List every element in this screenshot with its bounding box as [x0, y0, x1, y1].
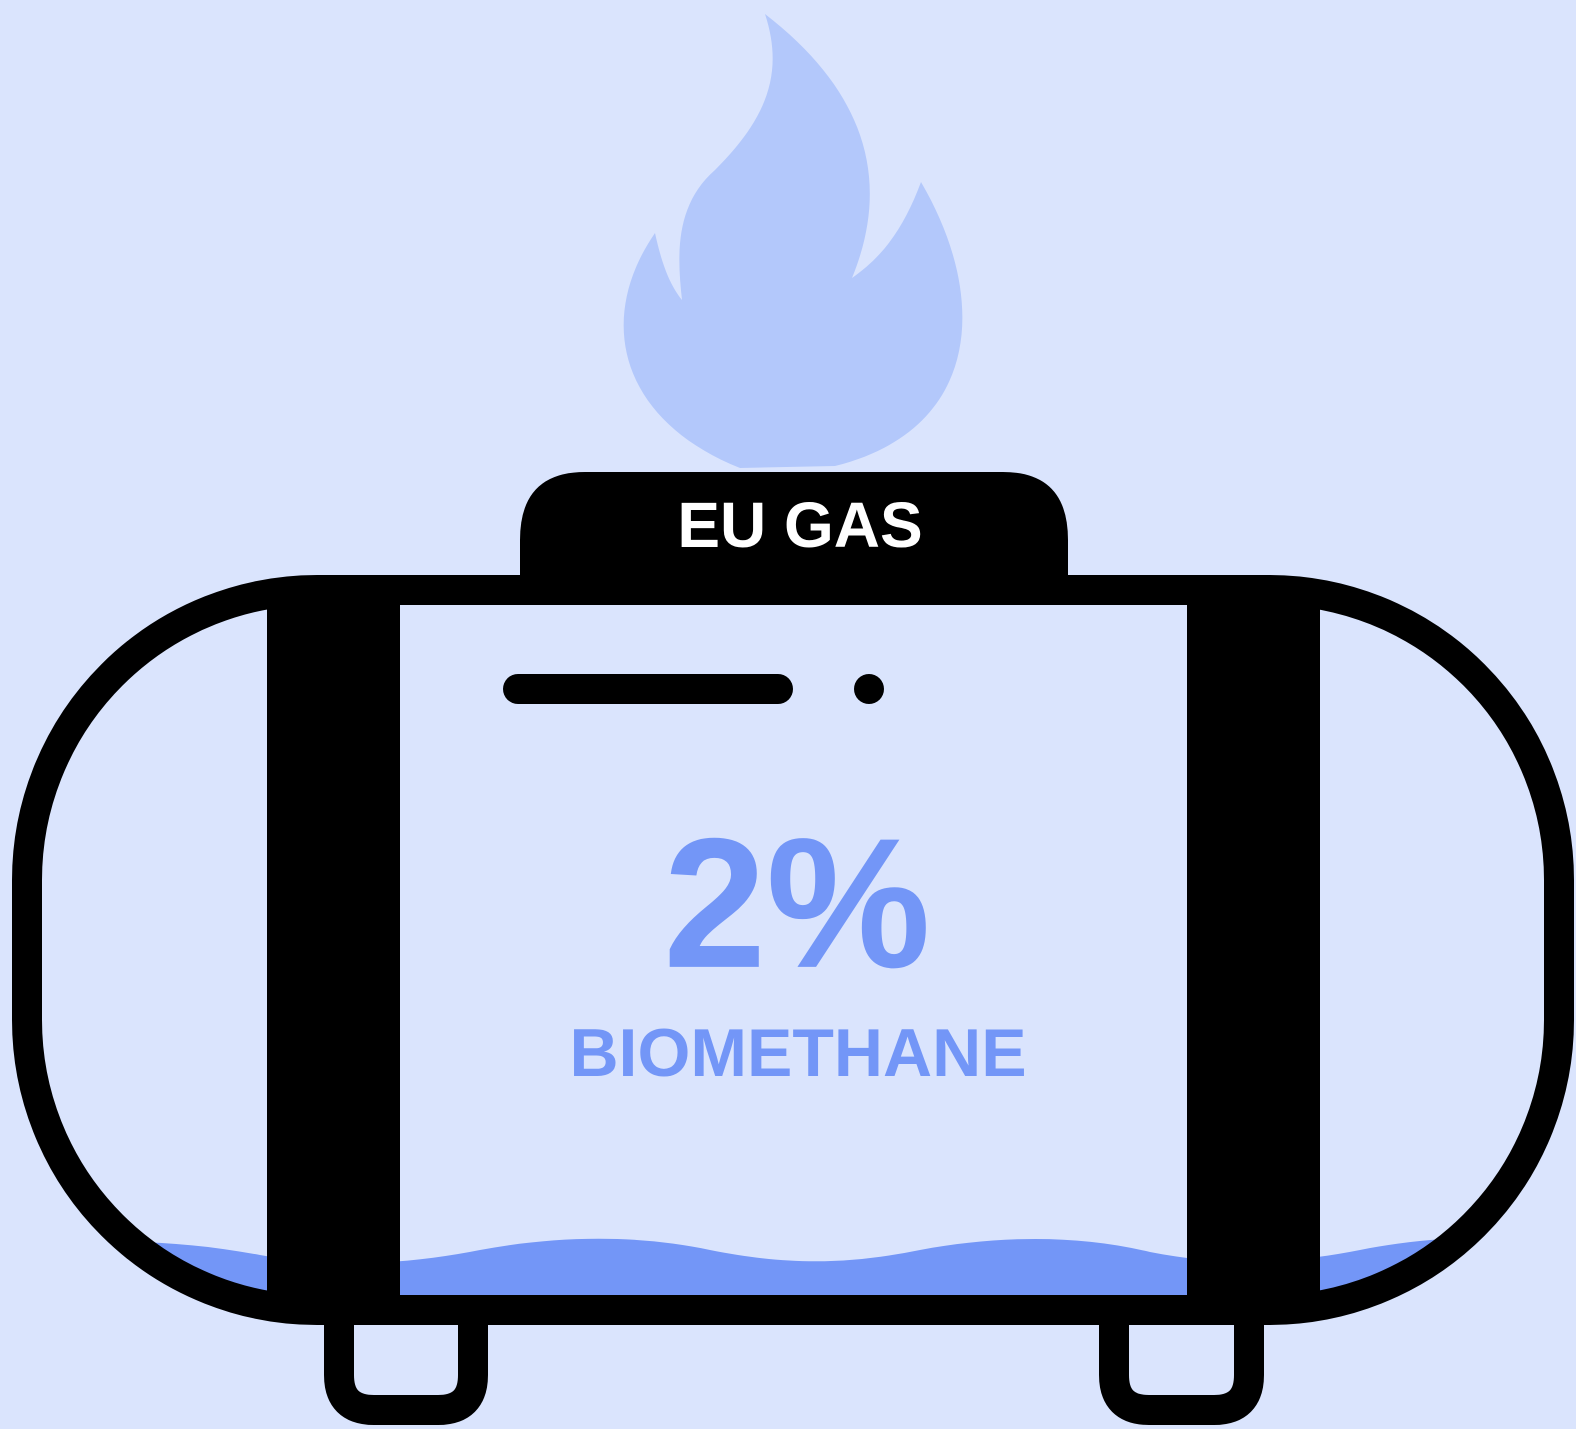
share-caption: BIOMETHANE: [569, 1015, 1026, 1091]
band: [267, 590, 400, 1310]
illustration: EU GAS 2% BIOMETHANE: [0, 0, 1576, 1429]
band: [1187, 590, 1320, 1310]
page: EU GAS 2% BIOMETHANE (() => { const data…: [0, 0, 1576, 1429]
gauge-dot: [854, 674, 884, 704]
share-value: 2%: [663, 801, 930, 1007]
tank-label: EU GAS: [677, 489, 922, 561]
